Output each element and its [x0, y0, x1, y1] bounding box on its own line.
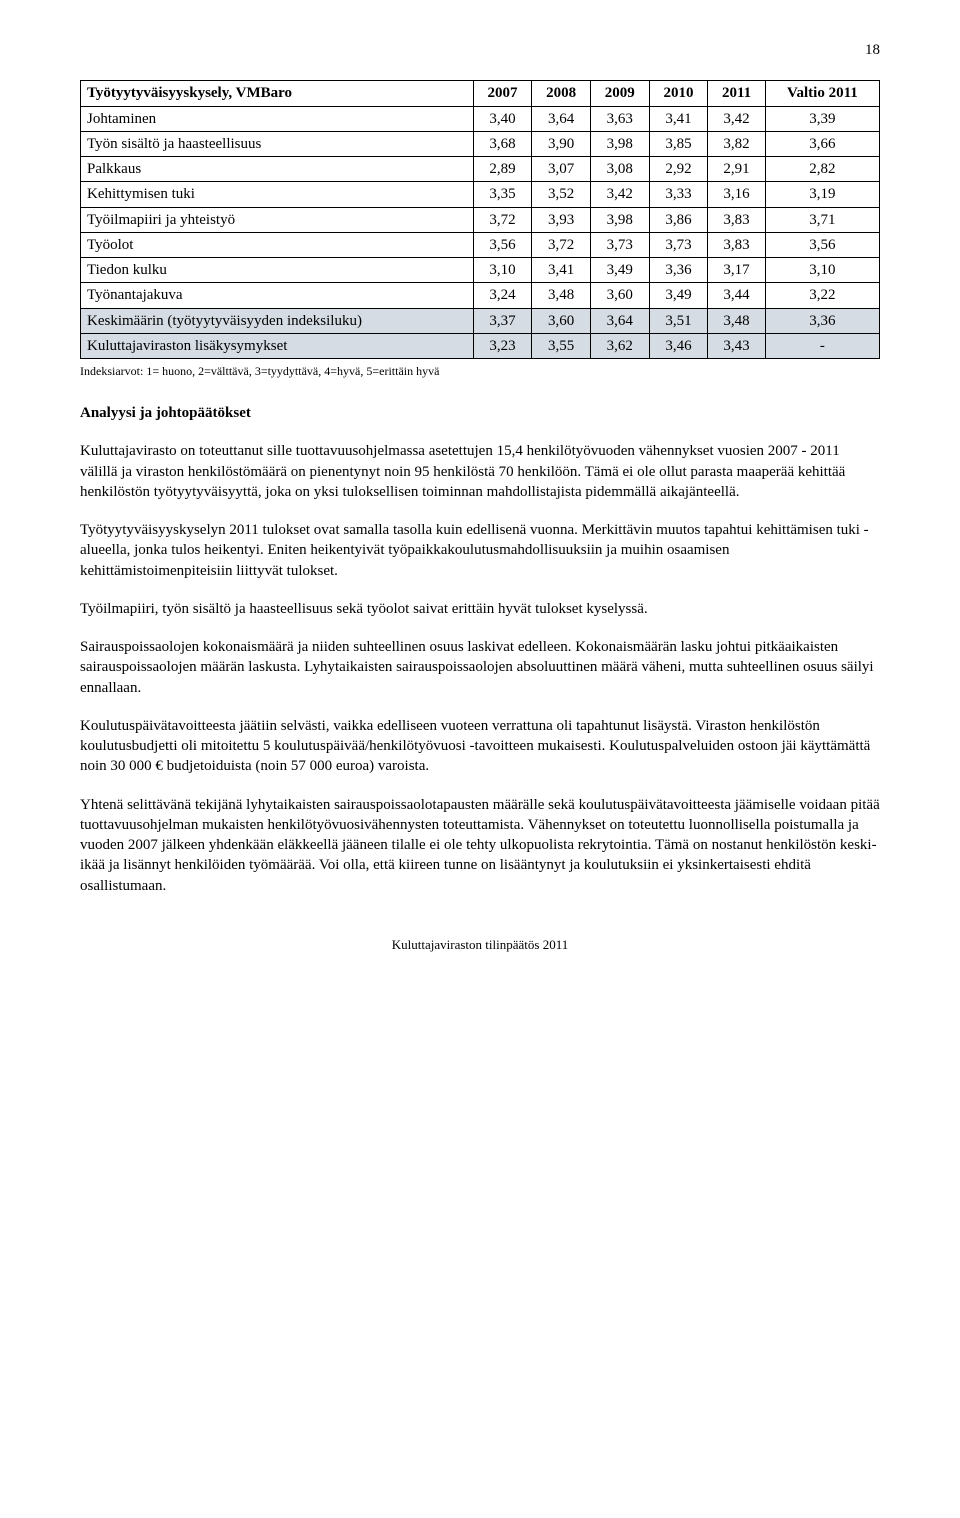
cell-value: 3,62: [590, 333, 649, 358]
row-label: Työolot: [81, 232, 474, 257]
table-row: Tiedon kulku3,103,413,493,363,173,10: [81, 258, 880, 283]
cell-value: 2,92: [649, 157, 708, 182]
table-row: Palkkaus2,893,073,082,922,912,82: [81, 157, 880, 182]
cell-value: 3,51: [649, 308, 708, 333]
table-header-row: Työtyytyväisyyskysely, VMBaro 2007 2008 …: [81, 81, 880, 106]
cell-value: 3,23: [473, 333, 532, 358]
cell-value: 3,66: [765, 131, 879, 156]
cell-value: 3,44: [708, 283, 766, 308]
cell-value: 3,82: [708, 131, 766, 156]
table-row: Työolot3,563,723,733,733,833,56: [81, 232, 880, 257]
cell-value: 3,64: [590, 308, 649, 333]
row-label: Kehittymisen tuki: [81, 182, 474, 207]
table-row: Kehittymisen tuki3,353,523,423,333,163,1…: [81, 182, 880, 207]
col-header-title: Työtyytyväisyyskysely, VMBaro: [81, 81, 474, 106]
cell-value: 3,35: [473, 182, 532, 207]
cell-value: 3,41: [649, 106, 708, 131]
cell-value: 3,49: [590, 258, 649, 283]
row-label: Työilmapiiri ja yhteistyö: [81, 207, 474, 232]
row-label: Tiedon kulku: [81, 258, 474, 283]
cell-value: 3,56: [473, 232, 532, 257]
page-number: 18: [80, 40, 880, 60]
cell-value: 3,83: [708, 232, 766, 257]
cell-value: 3,93: [532, 207, 591, 232]
cell-value: 3,33: [649, 182, 708, 207]
cell-value: 3,98: [590, 207, 649, 232]
body-paragraph: Yhtenä selittävänä tekijänä lyhytaikaist…: [80, 795, 880, 896]
row-label: Johtaminen: [81, 106, 474, 131]
cell-value: 3,41: [532, 258, 591, 283]
col-header-2007: 2007: [473, 81, 532, 106]
body-paragraph: Työilmapiiri, työn sisältö ja haasteelli…: [80, 599, 880, 619]
cell-value: 3,16: [708, 182, 766, 207]
cell-value: -: [765, 333, 879, 358]
cell-value: 3,55: [532, 333, 591, 358]
cell-value: 3,19: [765, 182, 879, 207]
cell-value: 3,46: [649, 333, 708, 358]
cell-value: 3,42: [590, 182, 649, 207]
table-row: Johtaminen3,403,643,633,413,423,39: [81, 106, 880, 131]
cell-value: 3,22: [765, 283, 879, 308]
cell-value: 2,89: [473, 157, 532, 182]
cell-value: 3,60: [532, 308, 591, 333]
cell-value: 3,64: [532, 106, 591, 131]
cell-value: 3,49: [649, 283, 708, 308]
body-paragraph: Kuluttajavirasto on toteuttanut sille tu…: [80, 441, 880, 502]
cell-value: 3,83: [708, 207, 766, 232]
table-footnote: Indeksiarvot: 1= huono, 2=välttävä, 3=ty…: [80, 363, 880, 379]
col-header-2011: 2011: [708, 81, 766, 106]
cell-value: 3,85: [649, 131, 708, 156]
cell-value: 3,40: [473, 106, 532, 131]
row-label: Keskimäärin (työtyytyväisyyden indeksilu…: [81, 308, 474, 333]
row-label: Työnantajakuva: [81, 283, 474, 308]
col-header-2009: 2009: [590, 81, 649, 106]
cell-value: 2,91: [708, 157, 766, 182]
cell-value: 3,17: [708, 258, 766, 283]
col-header-2010: 2010: [649, 81, 708, 106]
cell-value: 3,39: [765, 106, 879, 131]
table-row: Työn sisältö ja haasteellisuus3,683,903,…: [81, 131, 880, 156]
cell-value: 3,90: [532, 131, 591, 156]
cell-value: 3,36: [765, 308, 879, 333]
row-label: Palkkaus: [81, 157, 474, 182]
col-header-2008: 2008: [532, 81, 591, 106]
cell-value: 3,63: [590, 106, 649, 131]
cell-value: 3,56: [765, 232, 879, 257]
section-heading: Analyysi ja johtopäätökset: [80, 403, 880, 423]
cell-value: 3,08: [590, 157, 649, 182]
cell-value: 3,43: [708, 333, 766, 358]
cell-value: 2,82: [765, 157, 879, 182]
body-paragraph: Työtyytyväisyyskyselyn 2011 tulokset ova…: [80, 520, 880, 581]
cell-value: 3,98: [590, 131, 649, 156]
row-label: Kuluttajaviraston lisäkysymykset: [81, 333, 474, 358]
cell-value: 3,42: [708, 106, 766, 131]
page-footer: Kuluttajaviraston tilinpäätös 2011: [80, 936, 880, 954]
cell-value: 3,10: [473, 258, 532, 283]
cell-value: 3,72: [473, 207, 532, 232]
row-label: Työn sisältö ja haasteellisuus: [81, 131, 474, 156]
cell-value: 3,36: [649, 258, 708, 283]
cell-value: 3,68: [473, 131, 532, 156]
body-paragraph: Sairauspoissaolojen kokonaismäärä ja nii…: [80, 637, 880, 698]
table-row: Työilmapiiri ja yhteistyö3,723,933,983,8…: [81, 207, 880, 232]
survey-table: Työtyytyväisyyskysely, VMBaro 2007 2008 …: [80, 80, 880, 359]
cell-value: 3,73: [649, 232, 708, 257]
table-row: Keskimäärin (työtyytyväisyyden indeksilu…: [81, 308, 880, 333]
cell-value: 3,71: [765, 207, 879, 232]
cell-value: 3,72: [532, 232, 591, 257]
cell-value: 3,07: [532, 157, 591, 182]
cell-value: 3,52: [532, 182, 591, 207]
cell-value: 3,48: [532, 283, 591, 308]
cell-value: 3,48: [708, 308, 766, 333]
table-row: Työnantajakuva3,243,483,603,493,443,22: [81, 283, 880, 308]
table-row: Kuluttajaviraston lisäkysymykset3,233,55…: [81, 333, 880, 358]
cell-value: 3,86: [649, 207, 708, 232]
cell-value: 3,37: [473, 308, 532, 333]
col-header-valtio: Valtio 2011: [765, 81, 879, 106]
cell-value: 3,73: [590, 232, 649, 257]
cell-value: 3,60: [590, 283, 649, 308]
cell-value: 3,10: [765, 258, 879, 283]
body-paragraph: Koulutuspäivätavoitteesta jäätiin selväs…: [80, 716, 880, 777]
cell-value: 3,24: [473, 283, 532, 308]
